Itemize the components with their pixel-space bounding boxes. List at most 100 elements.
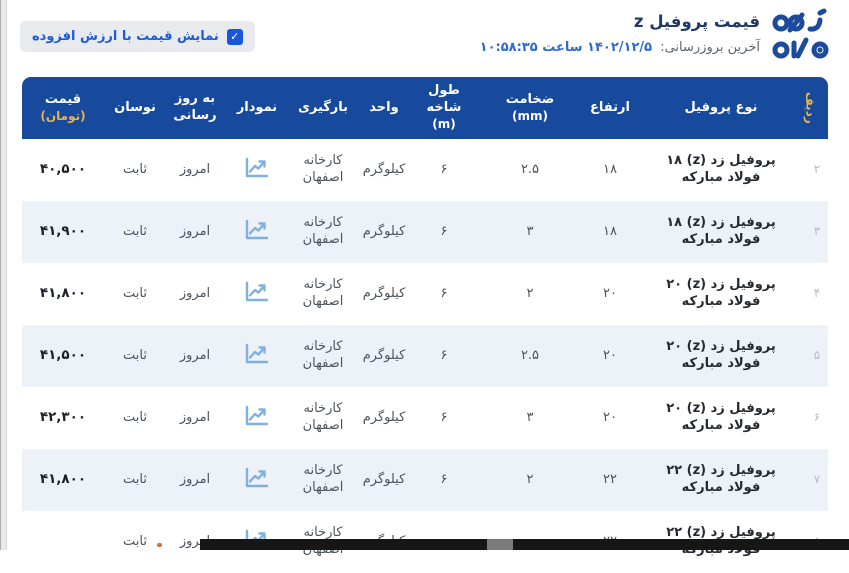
column-header-6: بارگیری (290, 77, 356, 139)
cell-chart (224, 263, 290, 325)
vat-toggle[interactable]: ✓ نمایش قیمت با ارزش افزوده (20, 21, 255, 52)
cell-updated: امروز (179, 471, 211, 487)
column-header-5: واحد (356, 77, 412, 139)
cell-height: ۲۲ (603, 471, 617, 487)
cell-change: ثابت (123, 347, 147, 363)
cell-updated: امروز (179, 347, 211, 363)
column-header-9: نوسان (104, 77, 166, 139)
column-header-7: نمودار (224, 77, 290, 139)
last-update-label: آخرین بروزرسانی: (660, 40, 760, 55)
column-header-10: قیمت (تومان) (22, 77, 104, 139)
cell-updated: امروز (179, 285, 211, 301)
cell-thickness: ۲ (526, 471, 534, 487)
cell-thickness: ۲.۵ (520, 161, 540, 177)
cell-length: ۶ (440, 285, 448, 301)
line-chart-icon[interactable] (242, 279, 272, 305)
last-update-value: ۱۴۰۲/۱۲/۵ ساعت ۱۰:۵۸:۳۵ (479, 40, 653, 55)
table-row: ۷ پروفیل زد (z) ۲۲ فولاد مبارکه ۲۲ ۲ ۶ کیلوگر… (22, 449, 828, 511)
cell-profile-name: پروفیل زد (z) ۱۸ فولاد مبارکه (666, 215, 776, 247)
cell-unit: کیلوگرم (362, 161, 406, 177)
cell-unit: کیلوگرم (362, 409, 406, 425)
line-chart-icon[interactable] (242, 155, 272, 181)
cell-length: ۶ (440, 409, 448, 425)
row-number: ۲ (813, 162, 821, 177)
cell-length: ۶ (440, 223, 448, 239)
page-title: قیمت پروفیل z (633, 12, 760, 31)
cell-height: ۲۰ (603, 347, 617, 363)
row-number: ۵ (813, 348, 821, 363)
row-number: ۳ (813, 224, 821, 239)
cell-updated: امروز (179, 223, 211, 239)
cell-price: ۴۰,۵۰۰ (39, 161, 87, 178)
cell-loading: کارخانه اصفهان (302, 401, 344, 433)
cell-profile-name: پروفیل زد (z) ۱۸ فولاد مبارکه (666, 153, 776, 185)
cell-price: ۴۱,۸۰۰ (39, 471, 87, 488)
cell-price: ۴۱,۵۰۰ (39, 347, 87, 364)
cell-updated: امروز (179, 161, 211, 177)
cell-change: ثابت (123, 161, 147, 177)
table-row: ۳ پروفیل زد (z) ۱۸ فولاد مبارکه ۱۸ ۳ ۶ کیلوگر… (22, 201, 828, 263)
cell-height: ۲۰ (603, 409, 617, 425)
column-header-2: ارتفاع (584, 77, 636, 139)
cell-price: ۴۲,۳۰۰ (39, 409, 87, 426)
price-table: ردیف نوع پروفیل ارتفاع ضخامت (mm) طول شاخه (m)… (22, 77, 828, 573)
column-header-3: ضخامت (mm) (476, 77, 584, 139)
cell-height: ۱۸ (603, 223, 617, 239)
bottom-bar-segment (487, 539, 513, 550)
cell-change: ثابت (123, 285, 147, 301)
cell-chart (224, 139, 290, 201)
cell-length: ۶ (440, 161, 448, 177)
cell-updated: امروز (179, 409, 211, 425)
table-row: ۴ پروفیل زد (z) ۲۰ فولاد مبارکه ۲۰ ۲ ۶ کیلوگر… (22, 263, 828, 325)
cell-thickness: ۲.۵ (520, 347, 540, 363)
cell-change: ثابت (123, 471, 147, 487)
cell-price: ۴۱,۸۰۰ (39, 285, 87, 302)
cell-chart (224, 325, 290, 387)
cell-unit: کیلوگرم (362, 285, 406, 301)
bottom-overlay-bar (200, 539, 849, 550)
cell-loading: کارخانه اصفهان (302, 463, 344, 495)
cell-unit: کیلوگرم (362, 471, 406, 487)
cell-loading: کارخانه اصفهان (302, 339, 344, 371)
line-chart-icon[interactable] (242, 217, 272, 243)
cell-thickness: ۲ (526, 285, 534, 301)
cell-chart (224, 387, 290, 449)
last-update-line: آخرین بروزرسانی: ۱۴۰۲/۱۲/۵ ساعت ۱۰:۵۸:۳۵ (480, 40, 760, 55)
page-scrollbar[interactable] (0, 0, 7, 550)
table-row: ۶ پروفیل زد (z) ۲۰ فولاد مبارکه ۲۰ ۳ ۶ کیلوگر… (22, 387, 828, 449)
cell-loading: کارخانه اصفهان (302, 153, 344, 185)
vat-toggle-label: نمایش قیمت با ارزش افزوده (32, 29, 219, 44)
line-chart-icon[interactable] (242, 465, 272, 491)
page-header: قیمت پروفیل z آخرین بروزرسانی: ۱۴۰۲/۱۲/۵… (480, 8, 830, 62)
cell-price (22, 511, 104, 573)
cell-thickness: ۳ (526, 223, 534, 239)
cell-change: ثابت (123, 223, 147, 239)
cell-chart (224, 201, 290, 263)
cell-thickness: ۳ (526, 409, 534, 425)
cell-change: ثابت (123, 409, 147, 425)
cursor-speck (157, 543, 162, 547)
table-row: ۲ پروفیل زد (z) ۱۸ فولاد مبارکه ۱۸ ۲.۵ ۶ کیلو… (22, 139, 828, 201)
cell-height: ۱۸ (603, 161, 617, 177)
column-header-1: نوع پروفیل (636, 77, 806, 139)
cell-profile-name: پروفیل زد (z) ۲۰ فولاد مبارکه (666, 339, 776, 371)
line-chart-icon[interactable] (242, 341, 272, 367)
cell-profile-name: پروفیل زد (z) ۲۰ فولاد مبارکه (666, 401, 776, 433)
row-number: ۷ (813, 472, 821, 487)
line-chart-icon[interactable] (242, 403, 272, 429)
cell-profile-name: پروفیل زد (z) ۲۲ فولاد مبارکه (666, 463, 776, 495)
cell-loading: کارخانه اصفهان (302, 277, 344, 309)
cell-profile-name: پروفیل زد (z) ۲۰ فولاد مبارکه (666, 277, 776, 309)
cell-loading: کارخانه اصفهان (302, 215, 344, 247)
cell-unit: کیلوگرم (362, 223, 406, 239)
column-header-4: طول شاخه (m) (412, 77, 476, 139)
brand-logo-icon (772, 8, 829, 59)
table-row: ۵ پروفیل زد (z) ۲۰ فولاد مبارکه ۲۰ ۲.۵ ۶ کیلو… (22, 325, 828, 387)
row-number: ۶ (813, 410, 821, 425)
cell-chart (224, 449, 290, 511)
cell-length: ۶ (440, 347, 448, 363)
cell-height: ۲۰ (603, 285, 617, 301)
cell-unit: کیلوگرم (362, 347, 406, 363)
checkbox-checked-icon[interactable]: ✓ (226, 28, 243, 45)
table-header-row: ردیف نوع پروفیل ارتفاع ضخامت (mm) طول شاخه (m)… (22, 77, 828, 139)
